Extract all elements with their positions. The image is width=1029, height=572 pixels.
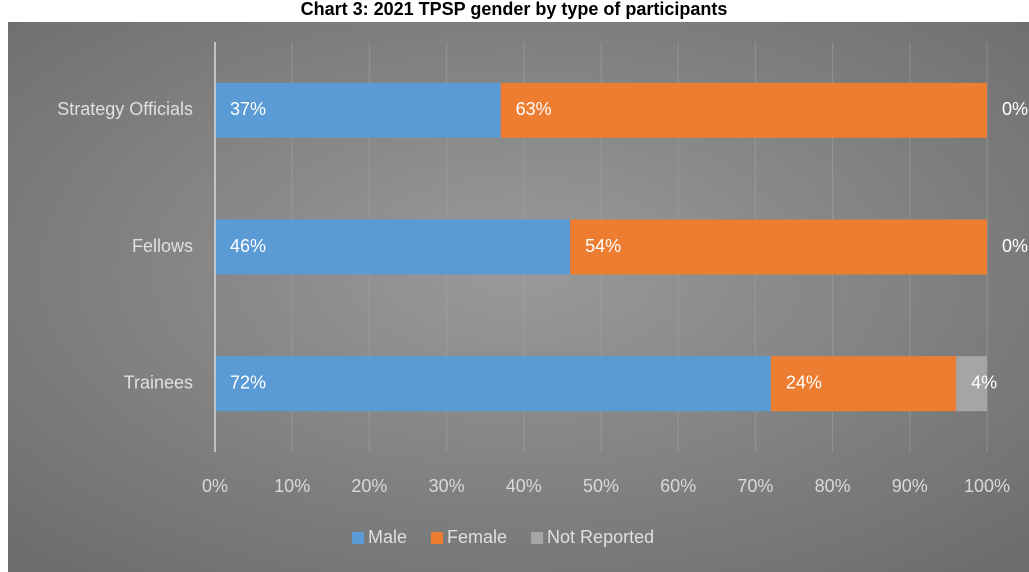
x-tick-label: 50% [583, 476, 619, 496]
x-tick-label: 0% [202, 476, 228, 496]
data-label: 63% [516, 99, 552, 119]
bar-segment [215, 219, 571, 275]
x-tick-label: 90% [892, 476, 928, 496]
data-label: 54% [585, 236, 621, 256]
data-label: 37% [230, 99, 266, 119]
x-tick-label: 100% [964, 476, 1010, 496]
x-tick-label: 80% [815, 476, 851, 496]
legend-swatch [352, 532, 364, 544]
legend-swatch [431, 532, 444, 544]
data-label: 4% [971, 372, 997, 392]
y-tick-label: Fellows [132, 236, 193, 256]
bar-segment [500, 82, 987, 138]
data-label: 0% [1002, 236, 1028, 256]
x-tick-label: 30% [429, 476, 465, 496]
data-label: 72% [230, 372, 266, 392]
y-tick-label: Strategy Officials [57, 99, 193, 119]
data-label: 24% [786, 372, 822, 392]
legend-swatch [531, 532, 544, 544]
data-label: 46% [230, 236, 266, 256]
data-label: 0% [1002, 99, 1028, 119]
bar-segment [215, 356, 771, 412]
bar-segment [570, 219, 987, 275]
x-tick-label: 70% [737, 476, 773, 496]
x-tick-label: 60% [660, 476, 696, 496]
bar-segment [215, 82, 501, 138]
x-tick-label: 40% [506, 476, 542, 496]
legend-label: Not Reported [547, 527, 654, 547]
legend-label: Male [368, 527, 407, 547]
chart-title: Chart 3: 2021 TPSP gender by type of par… [301, 0, 728, 19]
bar-segment [770, 356, 957, 412]
x-tick-label: 20% [351, 476, 387, 496]
bar-segment [956, 356, 987, 412]
y-tick-label: Trainees [124, 372, 193, 392]
x-tick-label: 10% [274, 476, 310, 496]
legend-label: Female [447, 527, 507, 547]
